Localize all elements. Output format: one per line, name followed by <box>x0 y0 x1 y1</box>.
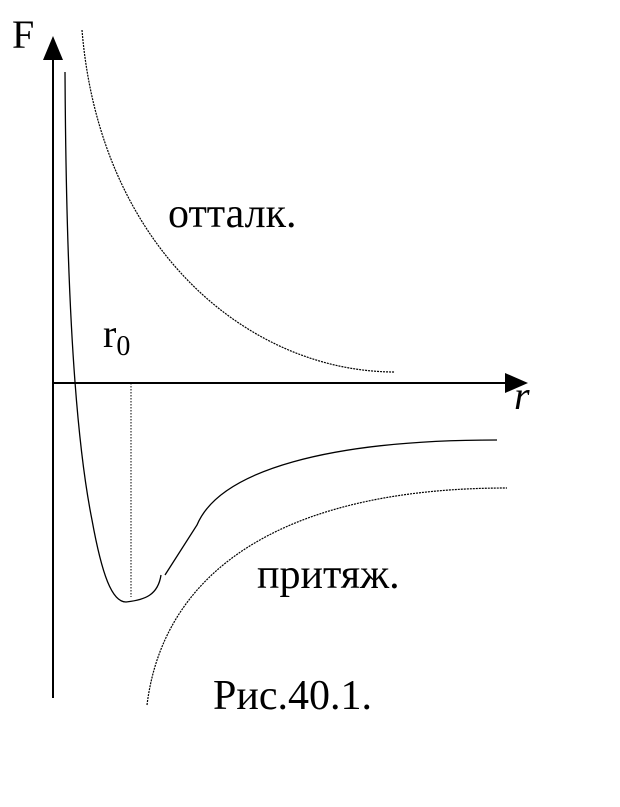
y-axis-arrow <box>43 36 63 60</box>
repulsion-curve <box>81 29 396 373</box>
attraction-label: притяж. <box>257 552 400 598</box>
caption: Рис.40.1. <box>213 673 372 719</box>
r0-label: r0 <box>103 311 130 362</box>
r0-subscript: 0 <box>116 331 130 362</box>
x-axis-arrow <box>505 373 528 393</box>
resultant-curve <box>64 71 162 603</box>
y-axis-label: F <box>12 12 34 57</box>
r0-base: r <box>103 311 116 356</box>
repulsion-label: отталк. <box>168 191 297 237</box>
attraction-curve <box>146 487 508 706</box>
x-axis-label: r <box>514 373 530 418</box>
resultant-curve <box>164 439 498 576</box>
